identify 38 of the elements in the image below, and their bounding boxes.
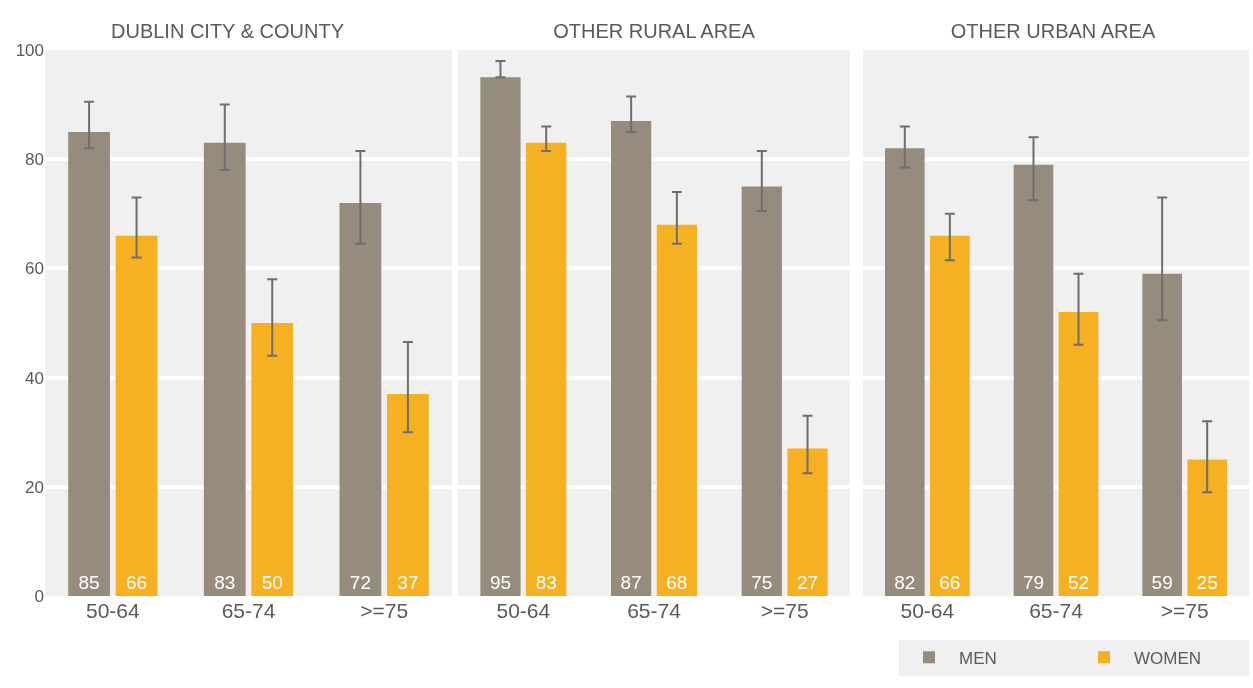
data-label: 50 [261,572,283,593]
data-label: 66 [939,572,961,593]
data-label: 95 [489,572,512,593]
x-tick-label: >=75 [1160,599,1209,622]
y-tick-label: 60 [25,259,44,279]
y-tick-label: 0 [34,586,44,606]
x-tick-label: >=75 [360,599,409,622]
chart-title: OTHER RURAL AREA [553,20,756,42]
y-tick-label: 40 [25,368,44,388]
data-label: 87 [620,572,642,593]
y-tick-label: 20 [25,477,44,497]
data-label: 37 [397,572,419,593]
x-tick-label: >=75 [760,599,809,622]
chart-title: OTHER URBAN AREA [950,20,1156,42]
data-label: 79 [1022,572,1045,593]
chart-title: DUBLIN CITY & COUNTY [111,20,344,42]
y-tick-label: 80 [25,150,44,170]
data-label: 66 [126,572,148,593]
legend-label: MEN [959,648,997,668]
x-tick-label: 65-74 [221,599,276,622]
x-tick-label: 50-64 [496,599,551,622]
y-tick-label: 100 [15,40,44,60]
data-label: 59 [1151,572,1173,593]
data-label: 25 [1196,572,1218,593]
data-label: 85 [78,572,100,593]
data-label: 27 [796,572,819,593]
data-label: 83 [214,572,236,593]
data-label: 75 [751,572,773,593]
x-tick-label: 50-64 [900,599,955,622]
data-label: 52 [1067,572,1090,593]
data-label: 68 [666,572,688,593]
data-label: 82 [894,572,916,593]
data-label: 83 [535,572,557,593]
x-tick-label: 65-74 [1029,599,1084,622]
x-tick-label: 65-74 [627,599,682,622]
legend-label: WOMEN [1134,648,1202,668]
data-label: 72 [349,572,371,593]
x-tick-label: 50-64 [85,599,140,622]
